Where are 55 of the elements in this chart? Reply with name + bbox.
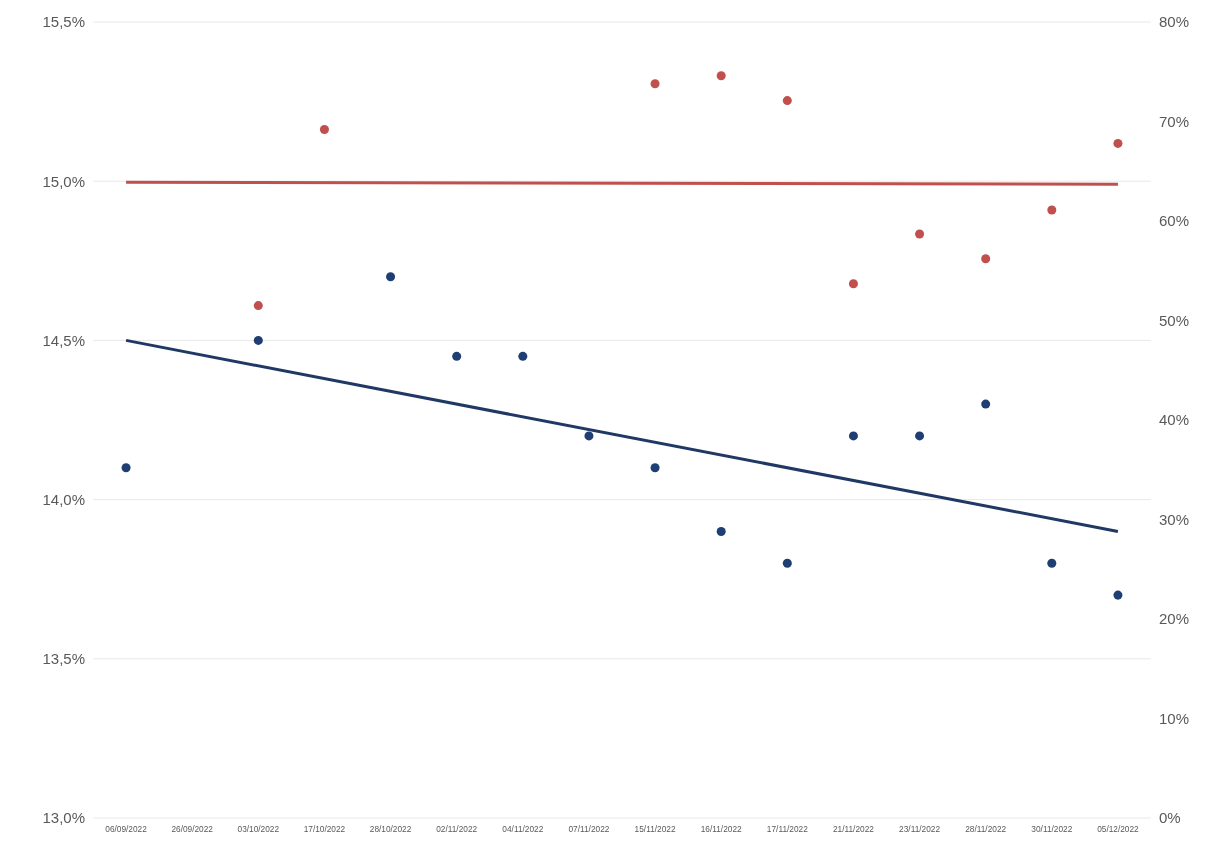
x-tick-label: 26/09/2022 (171, 823, 214, 834)
point (386, 272, 396, 282)
x-tick-label: 06/09/2022 (105, 823, 148, 834)
point (452, 351, 462, 361)
x-tick-label: 16/11/2022 (700, 823, 743, 834)
x-tick-label: 30/11/2022 (1031, 823, 1073, 834)
y2-tick-label: 0% (1159, 809, 1181, 827)
point (981, 254, 991, 264)
y-tick-label: 14,0% (42, 490, 85, 508)
point (848, 431, 858, 441)
x-tick-label: 28/11/2022 (965, 823, 1007, 834)
point (319, 124, 329, 134)
point (518, 351, 528, 361)
point (915, 431, 925, 441)
y-tick-label: 13,5% (42, 650, 85, 668)
y2-tick-label: 30% (1159, 510, 1190, 528)
x-tick-label: 07/11/2022 (568, 823, 610, 834)
point (650, 463, 660, 473)
y-tick-label: 13,0% (42, 809, 85, 827)
x-tick-label: 23/11/2022 (899, 823, 941, 834)
y2-tick-label: 10% (1159, 709, 1190, 727)
point (716, 526, 726, 536)
y2-tick-label: 20% (1159, 610, 1190, 628)
x-tick-label: 04/11/2022 (502, 823, 544, 834)
x-tick-label: 05/12/2022 (1097, 823, 1140, 834)
point (782, 96, 792, 106)
x-tick-label: 15/11/2022 (634, 823, 676, 834)
point (253, 335, 263, 345)
x-tick-label: 17/11/2022 (766, 823, 809, 834)
y2-tick-label: 50% (1159, 311, 1190, 329)
point (1047, 558, 1057, 568)
point (1113, 590, 1123, 600)
point (584, 431, 594, 441)
point (121, 463, 131, 473)
point (981, 399, 991, 409)
point (716, 71, 726, 81)
x-tick-label: 28/10/2022 (369, 823, 412, 834)
point (253, 301, 263, 311)
y2-tick-label: 40% (1159, 411, 1190, 429)
point (1113, 138, 1123, 148)
point (650, 79, 660, 89)
x-tick-label: 21/11/2022 (832, 823, 875, 834)
y2-tick-label: 80% (1159, 13, 1190, 31)
y-tick-label: 14,5% (42, 331, 85, 349)
y-tick-label: 15,0% (42, 172, 85, 190)
y-tick-label: 15,5% (42, 13, 85, 31)
point (782, 558, 792, 568)
x-tick-label: 03/10/2022 (237, 823, 280, 834)
point (848, 279, 858, 289)
y2-tick-label: 70% (1159, 112, 1190, 130)
point (1047, 205, 1057, 215)
x-tick-label: 17/10/2022 (303, 823, 346, 834)
point (915, 229, 925, 239)
x-tick-label: 02/11/2022 (436, 823, 478, 834)
y2-tick-label: 60% (1159, 212, 1190, 230)
